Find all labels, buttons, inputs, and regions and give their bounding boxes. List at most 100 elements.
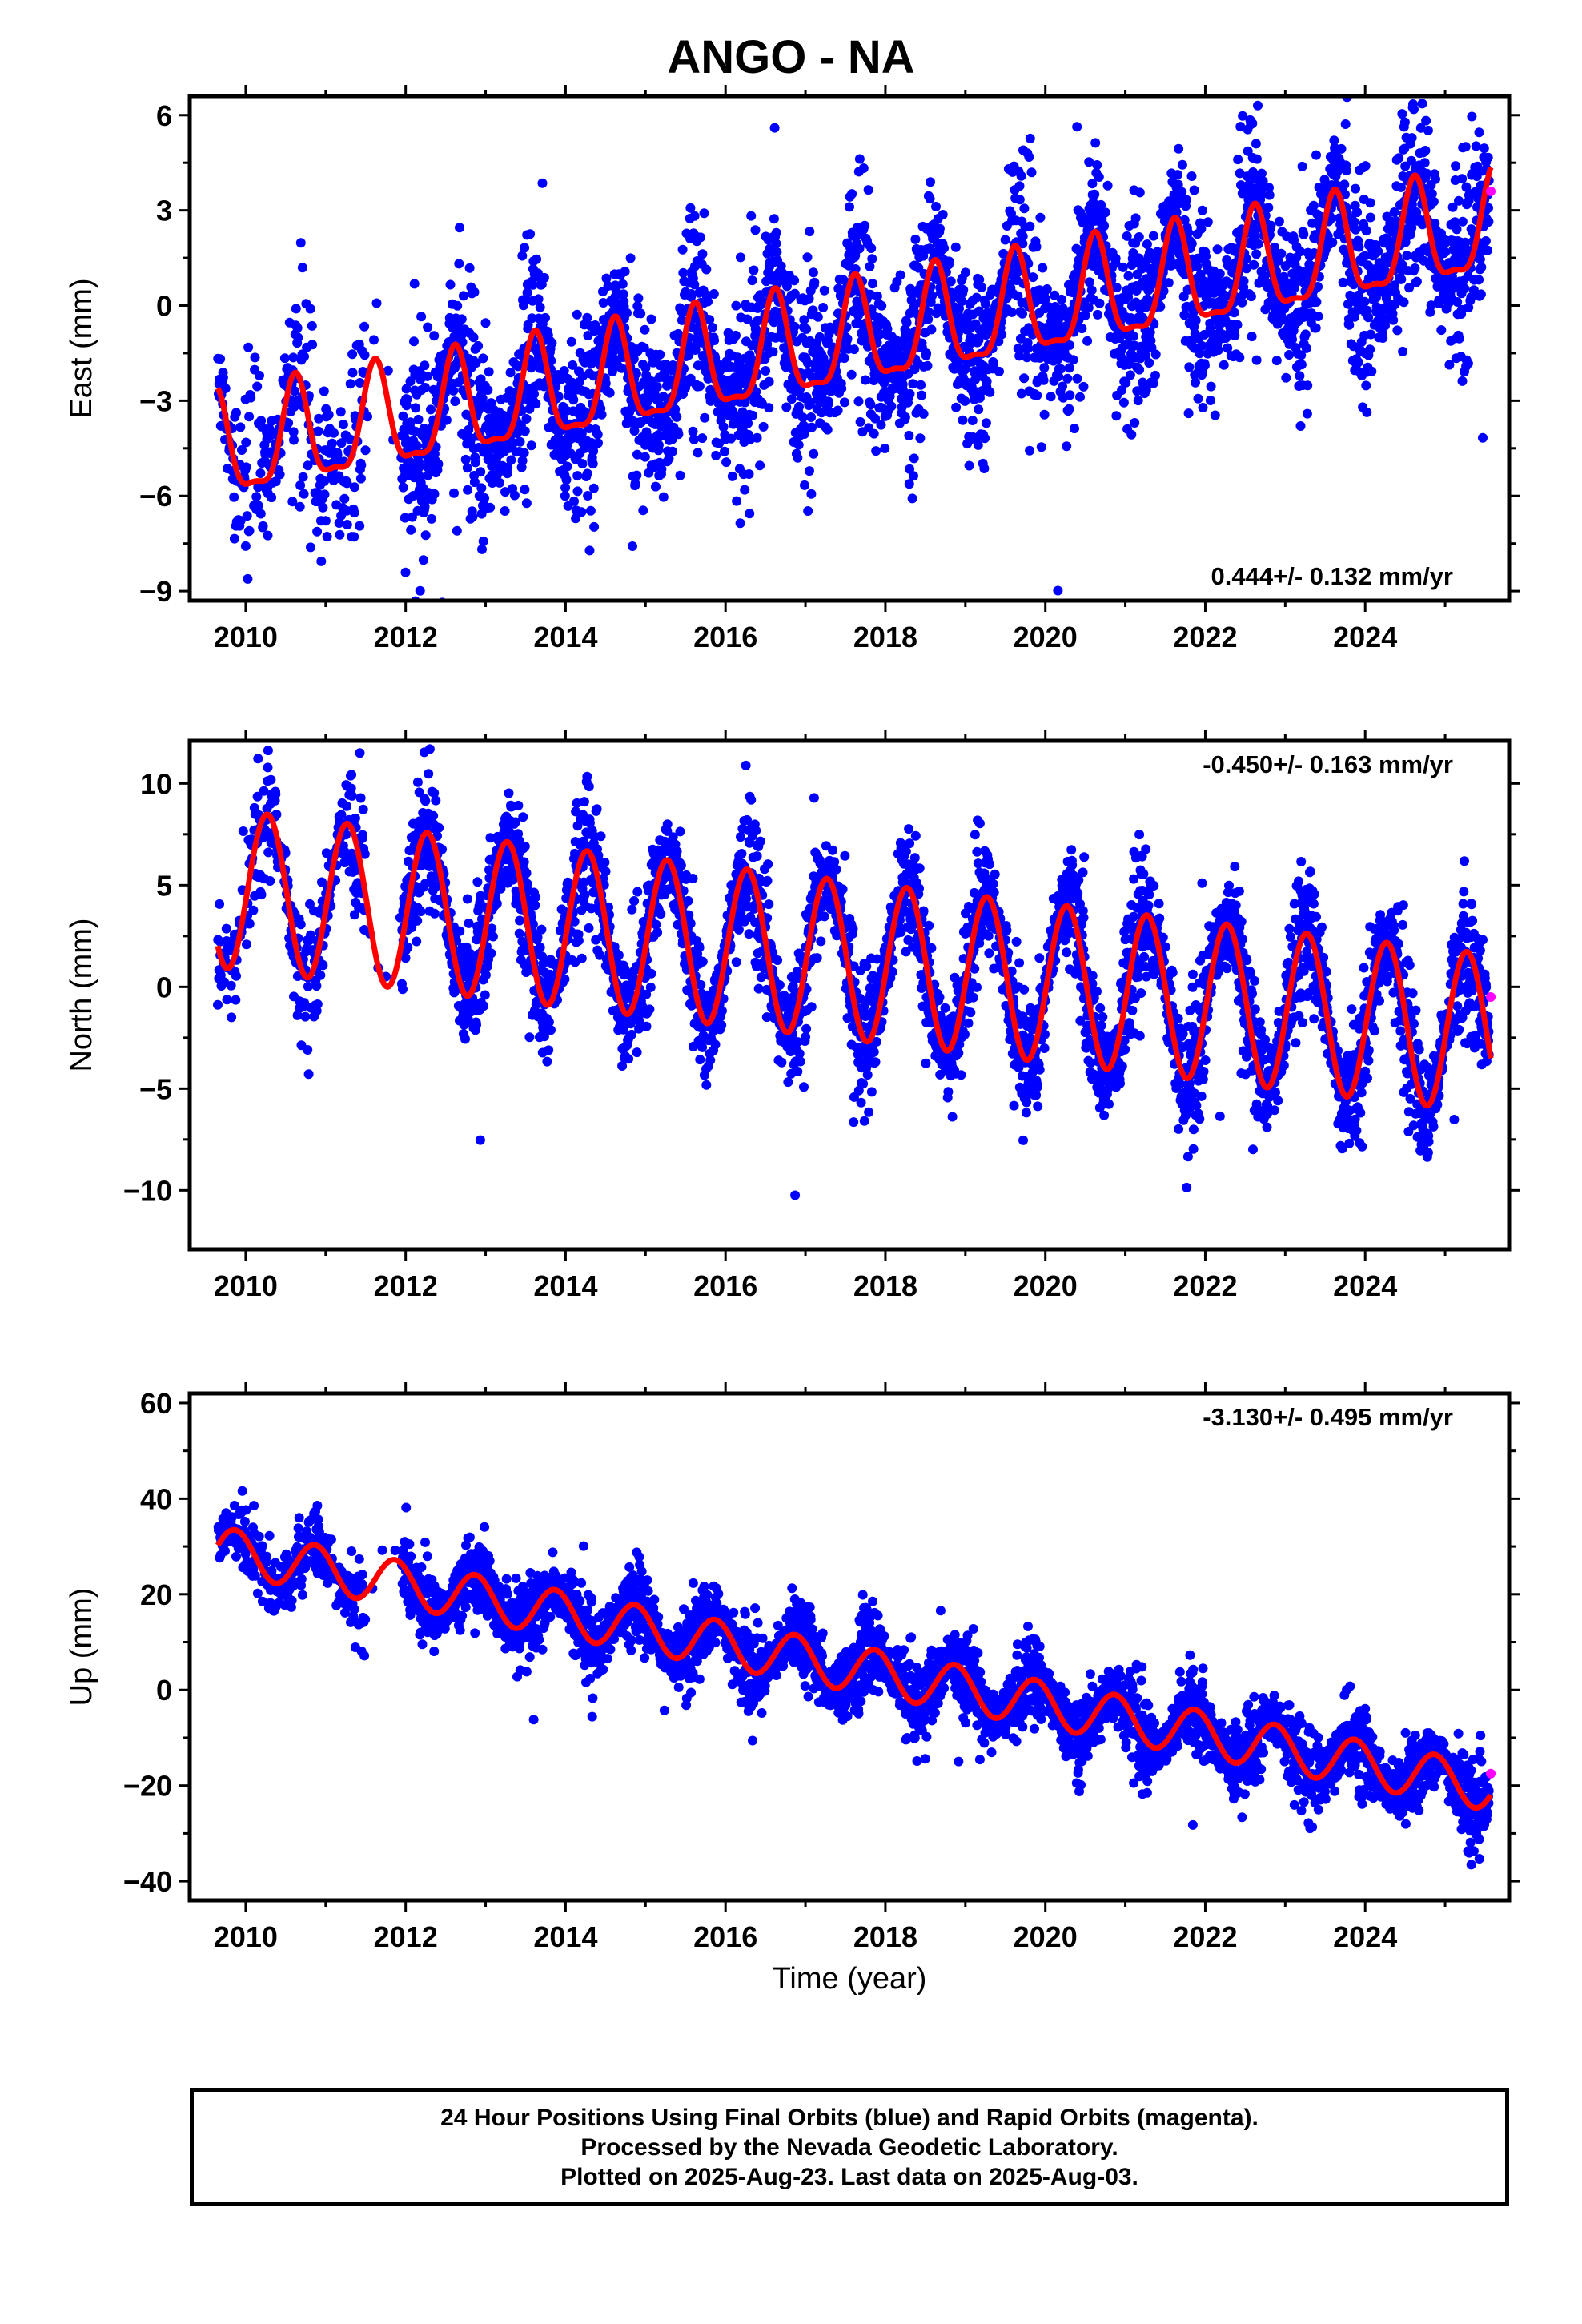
data-point <box>854 243 865 254</box>
data-point <box>318 960 328 971</box>
data-point <box>981 418 991 428</box>
data-point <box>822 424 833 435</box>
data-point <box>1247 332 1257 342</box>
data-point <box>1134 187 1145 198</box>
data-point <box>1420 146 1431 155</box>
data-point <box>1308 200 1319 211</box>
data-point <box>406 525 416 535</box>
data-point <box>1484 216 1494 227</box>
data-point <box>740 485 750 495</box>
data-point <box>355 378 365 388</box>
data-point <box>1311 150 1321 160</box>
data-point <box>668 446 677 456</box>
data-point <box>797 412 808 423</box>
data-point <box>1253 239 1263 249</box>
data-point <box>915 433 926 444</box>
data-point <box>416 312 427 322</box>
data-point <box>519 448 529 458</box>
data-point <box>769 214 779 224</box>
data-point <box>569 496 579 506</box>
x-tick-label: 2010 <box>214 621 278 653</box>
data-point <box>480 970 491 980</box>
data-point <box>1388 315 1399 325</box>
data-point <box>673 429 684 440</box>
data-point <box>721 457 732 468</box>
data-point <box>412 915 423 926</box>
data-point <box>1018 308 1027 319</box>
data-point <box>521 414 532 424</box>
data-point <box>267 493 277 503</box>
data-point <box>802 252 813 263</box>
data-point <box>452 525 462 536</box>
data-point <box>1284 350 1295 360</box>
data-point <box>686 289 697 299</box>
data-point <box>509 490 520 501</box>
data-point <box>460 1034 470 1044</box>
data-point <box>803 506 813 516</box>
data-point <box>456 314 467 324</box>
data-point <box>632 301 643 312</box>
data-point <box>334 518 344 528</box>
data-point <box>414 461 424 472</box>
data-point <box>974 335 984 345</box>
data-point <box>434 822 444 833</box>
data-point <box>412 777 423 787</box>
data-point <box>678 267 689 278</box>
data-point <box>927 291 938 301</box>
data-point <box>973 440 983 450</box>
data-point <box>1399 297 1409 308</box>
data-point <box>480 990 490 1000</box>
data-point <box>720 446 729 456</box>
data-point <box>655 349 665 360</box>
data-point <box>303 1069 314 1080</box>
panel-east: 2010 2012 2014 2016 2018 2020 2022 2024−9−6−303… <box>65 85 1520 653</box>
data-point <box>246 392 256 403</box>
data-point <box>571 513 581 524</box>
data-point <box>689 211 700 221</box>
data-point <box>1064 404 1074 414</box>
data-point <box>1134 364 1145 375</box>
data-point <box>1476 262 1487 272</box>
data-point <box>426 404 436 415</box>
data-point <box>429 331 440 341</box>
data-point <box>1483 152 1493 163</box>
data-point <box>535 302 545 312</box>
data-point <box>336 438 347 448</box>
data-point <box>684 350 694 360</box>
data-point <box>263 746 273 756</box>
data-point <box>472 877 483 887</box>
data-point <box>1064 363 1074 373</box>
data-point <box>1128 331 1138 341</box>
data-point <box>596 409 607 420</box>
data-point <box>694 381 705 392</box>
data-point <box>533 294 544 304</box>
data-point <box>1038 263 1048 273</box>
data-point <box>1399 117 1410 127</box>
data-point <box>295 501 305 512</box>
data-point <box>537 178 548 188</box>
data-point <box>342 801 352 811</box>
data-point <box>846 369 857 380</box>
data-point <box>345 379 355 389</box>
data-point <box>1025 133 1035 143</box>
data-point <box>469 477 480 488</box>
data-point <box>1025 445 1035 456</box>
data-point <box>689 279 700 290</box>
data-point <box>252 381 263 392</box>
data-point <box>1142 239 1152 249</box>
data-point <box>904 430 914 440</box>
data-point <box>1421 115 1431 126</box>
data-point <box>1457 174 1468 184</box>
rate-annotation: 0.444+/- 0.132 mm/yr <box>1211 562 1453 590</box>
data-point <box>1036 442 1046 452</box>
data-point <box>360 445 371 456</box>
data-point <box>524 404 535 414</box>
data-point <box>1054 372 1064 382</box>
data-point <box>1419 158 1430 168</box>
data-point <box>735 518 745 529</box>
data-point <box>279 353 290 364</box>
data-point <box>923 307 934 317</box>
data-point <box>913 263 924 273</box>
data-point <box>526 440 536 451</box>
data-point <box>1353 357 1363 368</box>
